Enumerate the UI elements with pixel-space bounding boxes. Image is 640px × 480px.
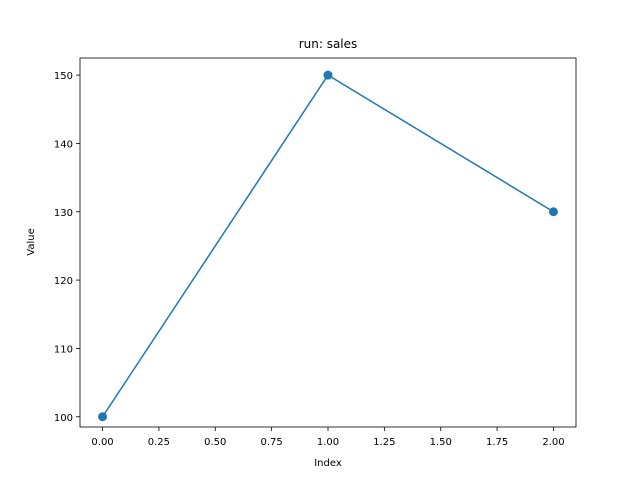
x-tick-label: 1.50 — [430, 437, 452, 448]
y-tick-label: 120 — [54, 276, 73, 287]
y-axis-label: Value — [26, 228, 37, 255]
x-tick-label: 0.50 — [204, 437, 226, 448]
y-tick-label: 110 — [54, 344, 73, 355]
x-axis-label: Index — [314, 458, 342, 469]
data-point — [98, 412, 108, 422]
data-point — [548, 207, 558, 217]
chart-title: run: sales — [299, 37, 358, 51]
y-tick-label: 140 — [54, 139, 73, 150]
data-point — [323, 70, 333, 80]
x-tick-label: 1.75 — [486, 437, 508, 448]
y-tick-label: 150 — [54, 71, 73, 82]
x-tick-label: 0.75 — [261, 437, 283, 448]
x-tick-label: 0.25 — [148, 437, 170, 448]
y-tick-label: 130 — [54, 208, 73, 219]
y-tick-label: 100 — [54, 413, 73, 424]
x-tick-label: 2.00 — [542, 437, 564, 448]
x-tick-label: 1.00 — [317, 437, 339, 448]
x-tick-label: 0.00 — [91, 437, 113, 448]
plot-area: 0.00 0.25 0.50 0.75 1.00 1.25 1.50 1.75 2.00 100 1… — [54, 57, 577, 448]
x-tick-label: 1.25 — [373, 437, 395, 448]
